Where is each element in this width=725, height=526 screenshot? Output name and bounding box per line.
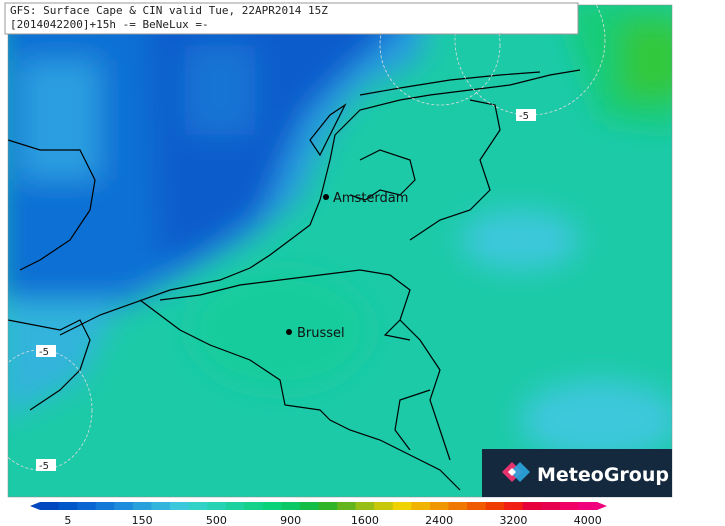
colorbar-swatch: [262, 502, 282, 510]
colorbar-swatch: [169, 502, 190, 510]
contour-label: -5: [39, 461, 49, 472]
colorbar-swatch: [429, 502, 449, 510]
city-label: Brussel: [297, 326, 345, 341]
colorbar-label: 900: [280, 514, 301, 526]
colorbar-swatch: [132, 502, 152, 510]
colorbar-end: [597, 502, 607, 510]
colorbar-swatch: [485, 502, 505, 510]
header-box: [4, 2, 579, 35]
colorbar-swatch: [337, 502, 357, 510]
colorbar-swatch: [392, 502, 412, 510]
colorbar-label: 500: [206, 514, 227, 526]
logo-icon: [502, 462, 530, 482]
colorbar-swatch: [40, 502, 60, 510]
border: [139, 99, 501, 491]
contour-label-box: [36, 345, 56, 357]
colorbar-label: 3200: [499, 514, 527, 526]
header-line: [2014042200]+15h -= BeNeLux =-: [10, 18, 209, 31]
colorbar-swatch: [77, 502, 97, 510]
colorbar-swatch: [299, 502, 319, 510]
colorbar-end: [30, 502, 40, 510]
colorbar-label: 5: [64, 514, 71, 526]
contour-label: -5: [39, 347, 49, 358]
colorbar-swatch: [318, 502, 338, 510]
city-marker: [286, 329, 292, 335]
colorbar-swatch: [467, 502, 487, 510]
colorbar: 5 150 500 900 1600 2400 3200 4000: [30, 502, 607, 526]
colorbar-swatch: [559, 502, 579, 510]
colorbar-swatch: [95, 502, 115, 510]
colorbar-swatch: [188, 502, 208, 510]
colorbar-swatch: [374, 502, 394, 510]
contour-label-box: [516, 109, 536, 121]
colorbar-swatch: [207, 502, 227, 510]
colorbar-label: 1600: [351, 514, 379, 526]
coastline: [59, 69, 581, 336]
header-line: GFS: Surface Cape & CIN valid Tue, 22APR…: [10, 4, 328, 17]
colorbar-swatch: [411, 502, 431, 510]
colorbar-swatch: [281, 502, 301, 510]
colorbar-swatch: [541, 502, 561, 510]
colorbar-swatch: [578, 502, 598, 510]
colorbar-swatch: [448, 502, 468, 510]
coastline: [8, 139, 96, 411]
colorbar-label: 2400: [425, 514, 453, 526]
colorbar-swatch: [225, 502, 245, 510]
city-label: Amsterdam: [333, 191, 408, 206]
colorbar-swatch: [244, 502, 264, 510]
contour-label-box: [36, 459, 56, 471]
colorbar-swatch: [504, 502, 524, 510]
coastline: [309, 71, 541, 201]
colorbar-swatch: [355, 502, 375, 510]
contour-label: -5: [519, 111, 529, 122]
map-field: [8, 5, 672, 497]
city-marker: [323, 194, 329, 200]
colorbar-swatch: [58, 502, 78, 510]
colorbar-label: 4000: [574, 514, 602, 526]
logo-text: MeteoGroup: [537, 464, 669, 486]
colorbar-swatch: [114, 502, 134, 510]
colorbar-label: 150: [132, 514, 153, 526]
colorbar-swatch: [522, 502, 542, 510]
colorbar-swatch: [151, 502, 171, 510]
